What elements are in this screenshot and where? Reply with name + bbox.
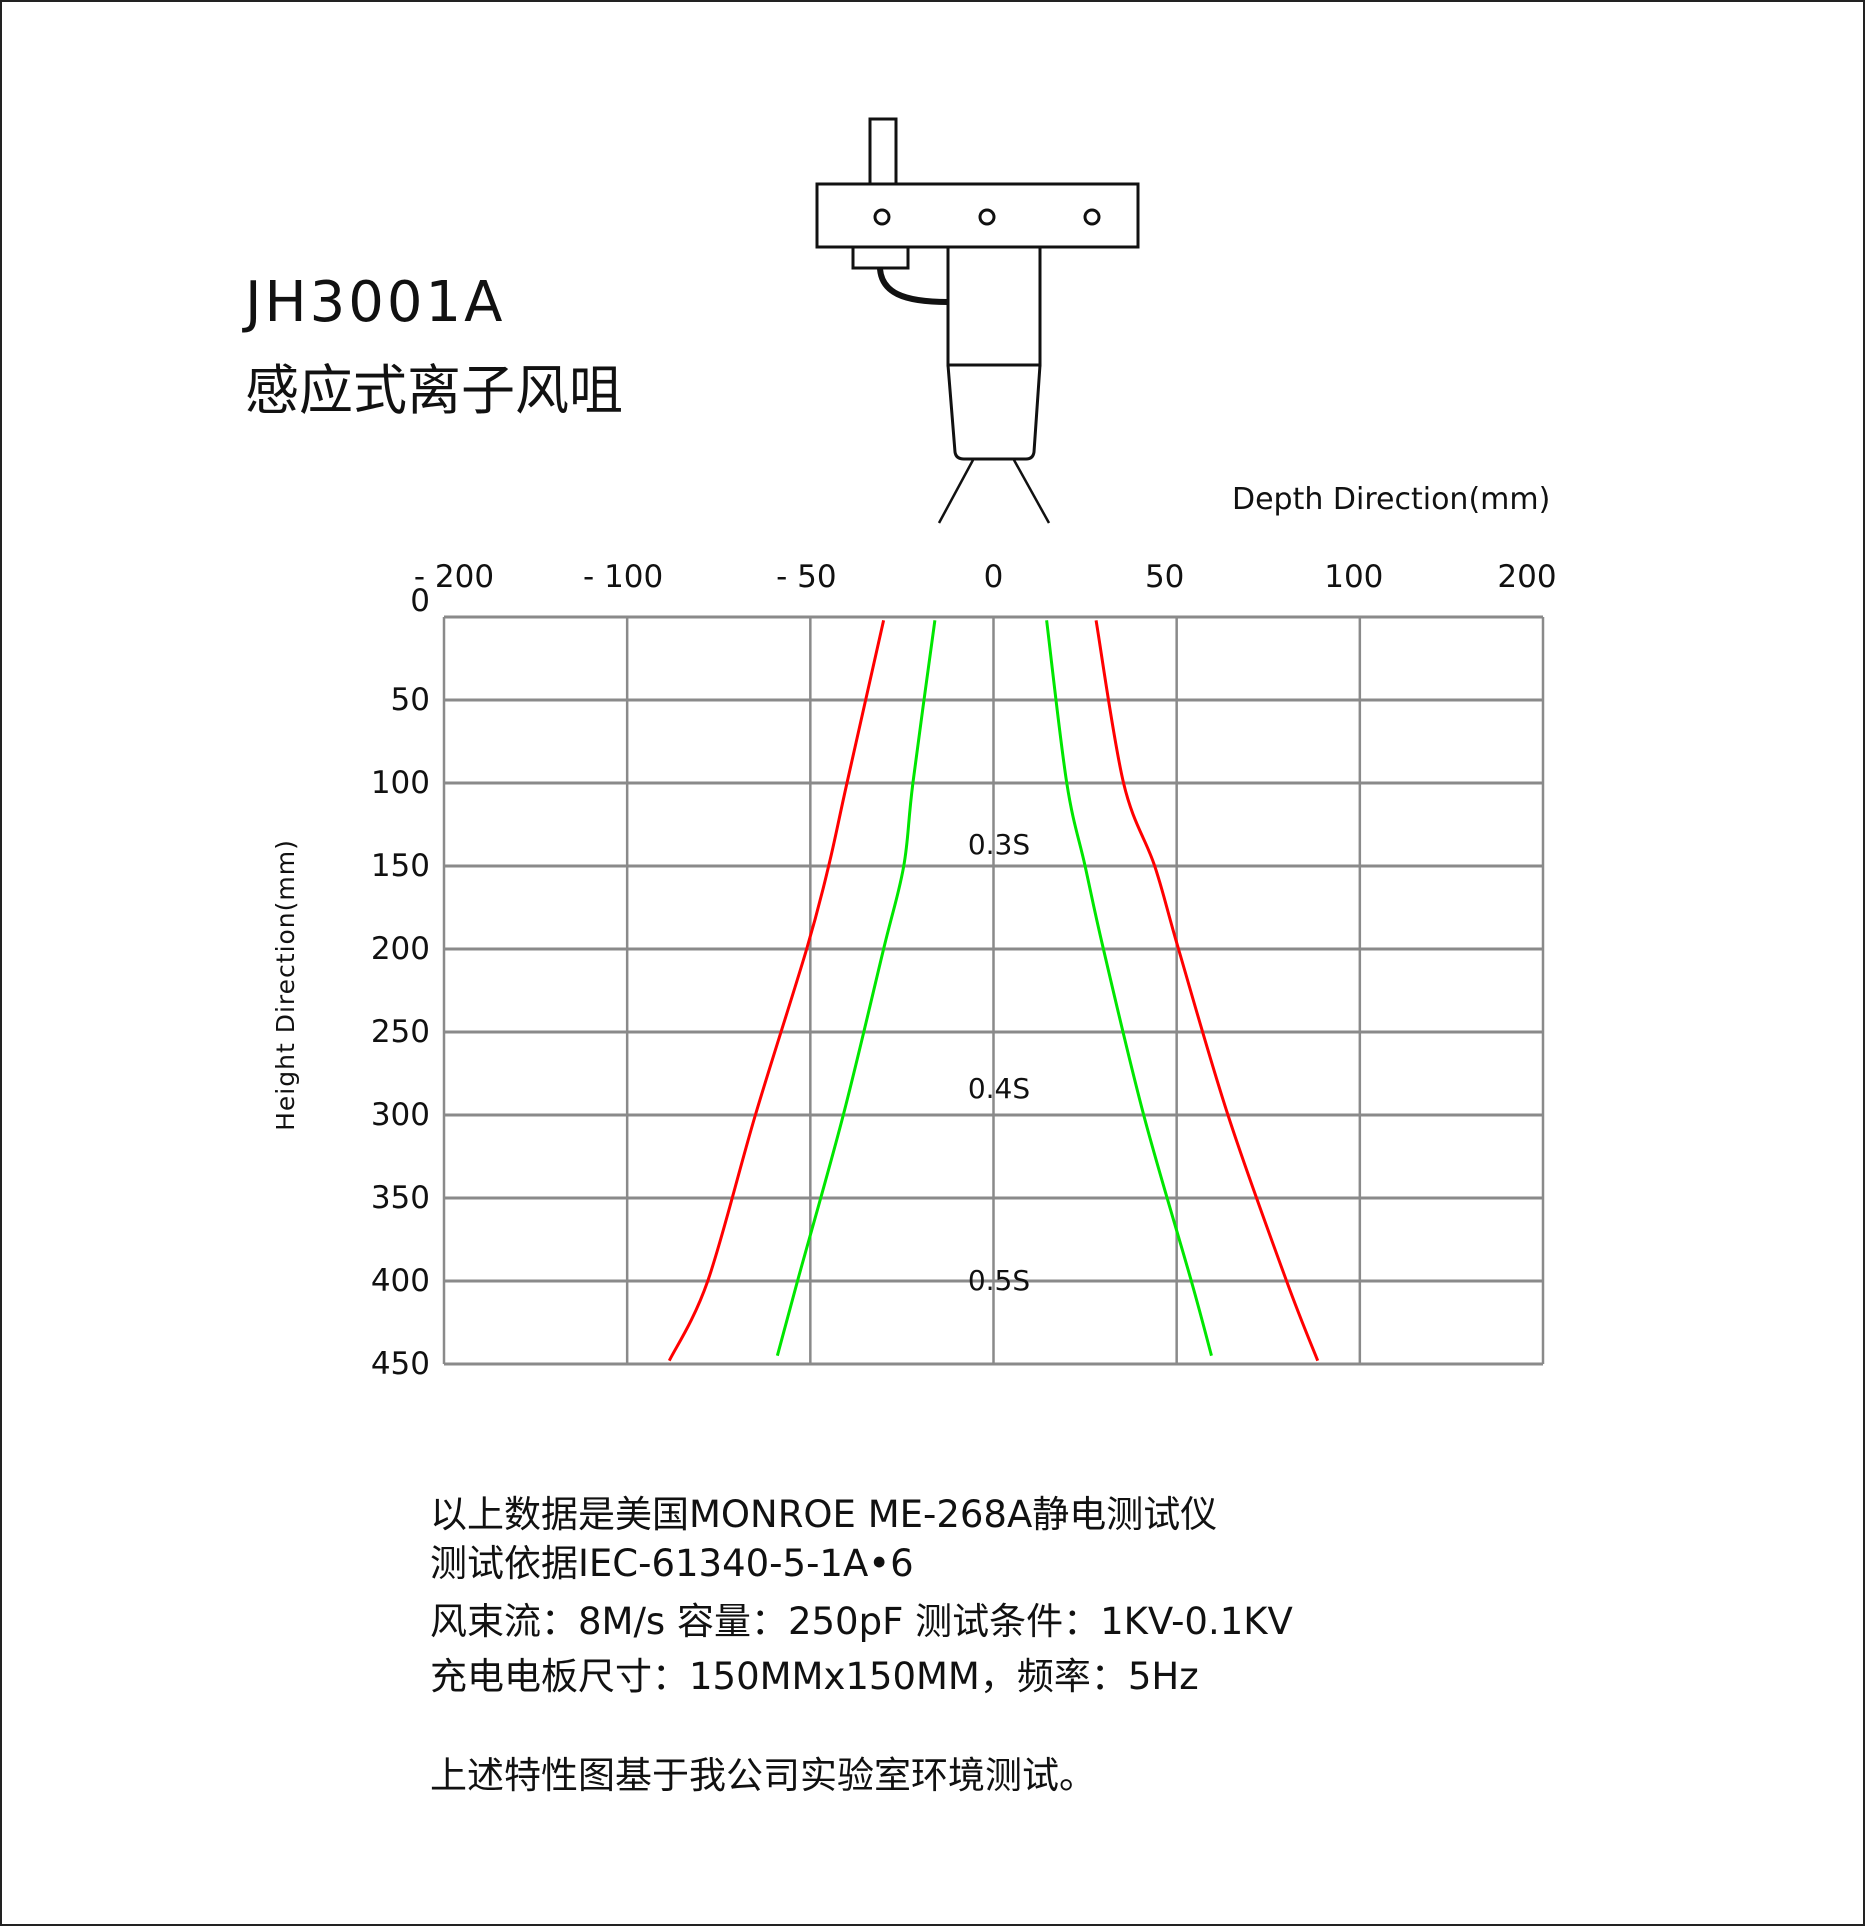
curve-series-2 (1045, 620, 1213, 1357)
y-tick-label: 100 (371, 765, 430, 801)
y-axis-title: Height Direction(mm) (271, 839, 300, 1131)
x-tick-label: 0 (984, 559, 1004, 595)
grid (442, 615, 1545, 1366)
y-tick-label: 250 (371, 1014, 430, 1050)
time-annotation: 0.5S (968, 1264, 1030, 1297)
y-tick-label: 150 (371, 848, 430, 884)
x-tick-label: - 50 (776, 559, 837, 595)
x-tick-label: 50 (1145, 559, 1184, 595)
time-annotation: 0.3S (968, 828, 1030, 861)
y-tick-label: 0 (410, 583, 430, 619)
x-tick-labels: - 200 - 100 - 50 0 50 100 200 (414, 559, 1557, 595)
x-axis-title: Depth Direction(mm) (1232, 482, 1550, 517)
x-tick-label: 100 (1324, 559, 1383, 595)
y-tick-label: 200 (371, 931, 430, 967)
y-tick-labels: 0 50 100 150 200 250 300 350 400 450 (371, 583, 430, 1382)
y-tick-label: 400 (371, 1263, 430, 1299)
y-tick-label: 450 (371, 1346, 430, 1382)
model-title: JH3001A (245, 270, 506, 335)
note-line: 测试依据IEC-61340-5-1A•6 (430, 1542, 914, 1585)
note-line: 充电电板尺寸：150MMx150MM，频率：5Hz (430, 1655, 1199, 1698)
curve-series-1 (775, 620, 937, 1357)
x-tick-label: - 200 (414, 559, 494, 595)
nozzle-device-icon (815, 117, 1140, 524)
note-line: 风束流：8M/s 容量：250pF 测试条件：1KV-0.1KV (430, 1600, 1293, 1643)
annotations: 0.3S 0.4S 0.5S (968, 828, 1030, 1297)
y-tick-label: 50 (391, 682, 430, 718)
x-tick-label: 200 (1497, 559, 1556, 595)
curve-series-0 (667, 619, 886, 1362)
y-tick-label: 300 (371, 1097, 430, 1133)
time-annotation: 0.4S (968, 1072, 1030, 1105)
note-line: 以上数据是美国MONROE ME-268A静电测试仪 (430, 1493, 1218, 1536)
x-tick-label: - 100 (583, 559, 663, 595)
y-tick-label: 350 (371, 1180, 430, 1216)
curve-series-3 (1094, 620, 1320, 1362)
curves (667, 619, 1320, 1362)
product-name: 感应式离子风咀 (245, 359, 623, 422)
note-line: 上述特性图基于我公司实验室环境测试。 (430, 1754, 1096, 1797)
